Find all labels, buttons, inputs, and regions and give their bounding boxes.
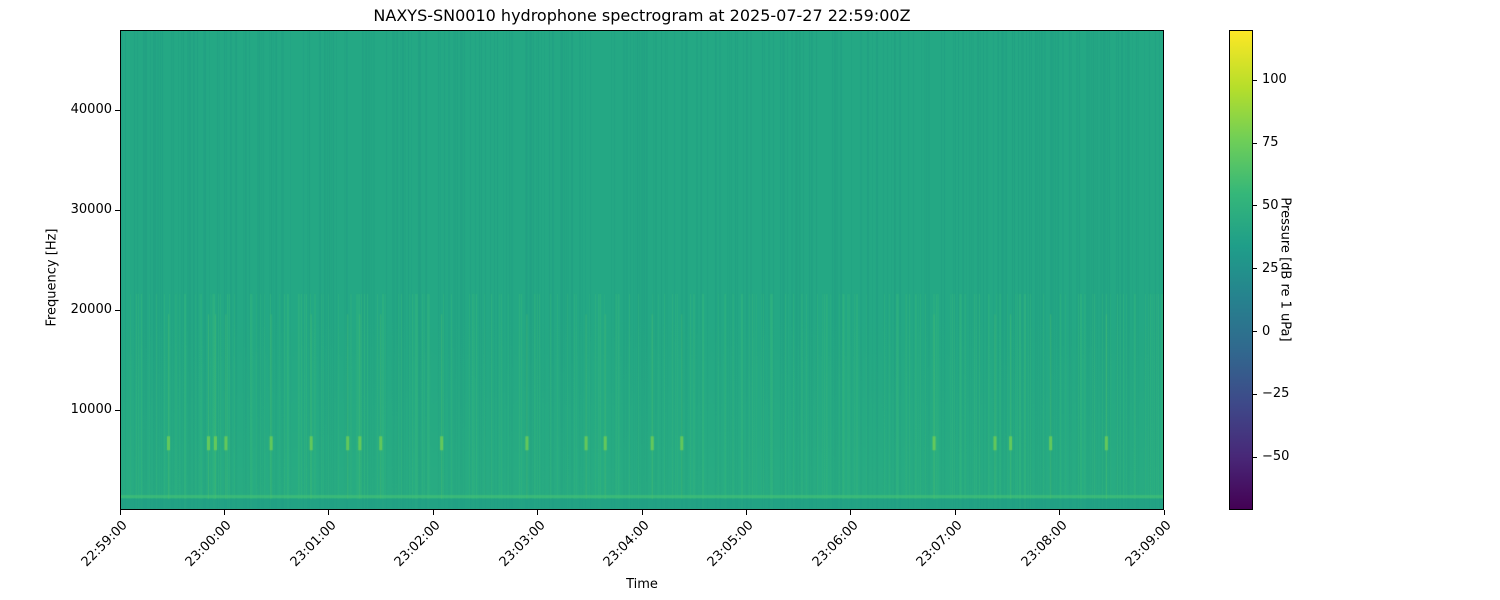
y-tick-label: 40000: [70, 102, 112, 117]
colorbar-tick-mark: [1253, 393, 1257, 395]
colorbar-tick-mark: [1253, 142, 1257, 144]
colorbar-tick-mark: [1253, 268, 1257, 270]
x-tick-mark: [119, 510, 121, 515]
x-tick-mark: [641, 510, 643, 515]
chart-title: NAXYS-SN0010 hydrophone spectrogram at 2…: [373, 6, 911, 25]
y-tick-label: 30000: [70, 202, 112, 217]
x-tick-mark: [1059, 510, 1061, 515]
x-tick-mark: [537, 510, 539, 515]
colorbar-tick-mark: [1253, 79, 1257, 81]
y-axis-label: Frequency [Hz]: [44, 228, 60, 327]
colorbar-tick-label: 50: [1262, 197, 1279, 213]
spectrogram-heatmap: [121, 31, 1163, 509]
colorbar-tick-label: −50: [1262, 449, 1290, 465]
x-tick-mark: [328, 510, 330, 515]
colorbar-tick-label: 25: [1262, 260, 1279, 276]
y-tick-mark: [115, 309, 120, 311]
colorbar-label: Pressure [dB re 1 uPa]: [1277, 197, 1293, 342]
y-tick-label: 20000: [70, 302, 112, 317]
x-tick-mark: [223, 510, 225, 515]
x-axis-label: Time: [626, 577, 658, 592]
colorbar-tick-mark: [1253, 205, 1257, 207]
x-tick-mark: [850, 510, 852, 515]
colorbar: [1229, 30, 1253, 510]
y-tick-mark: [115, 109, 120, 111]
x-tick-mark: [745, 510, 747, 515]
colorbar-tick-mark: [1253, 456, 1257, 458]
x-tick-mark: [954, 510, 956, 515]
colorbar-tick-label: 75: [1262, 135, 1279, 151]
colorbar-tick-mark: [1253, 331, 1257, 333]
y-tick-label: 10000: [70, 402, 112, 417]
x-tick-mark: [432, 510, 434, 515]
colorbar-tick-label: 0: [1262, 323, 1271, 339]
y-tick-mark: [115, 409, 120, 411]
spectrogram-plot-area: [120, 30, 1164, 510]
x-tick-mark: [1163, 510, 1165, 515]
colorbar-tick-label: 100: [1262, 72, 1287, 88]
y-tick-mark: [115, 209, 120, 211]
colorbar-tick-label: −25: [1262, 386, 1290, 402]
